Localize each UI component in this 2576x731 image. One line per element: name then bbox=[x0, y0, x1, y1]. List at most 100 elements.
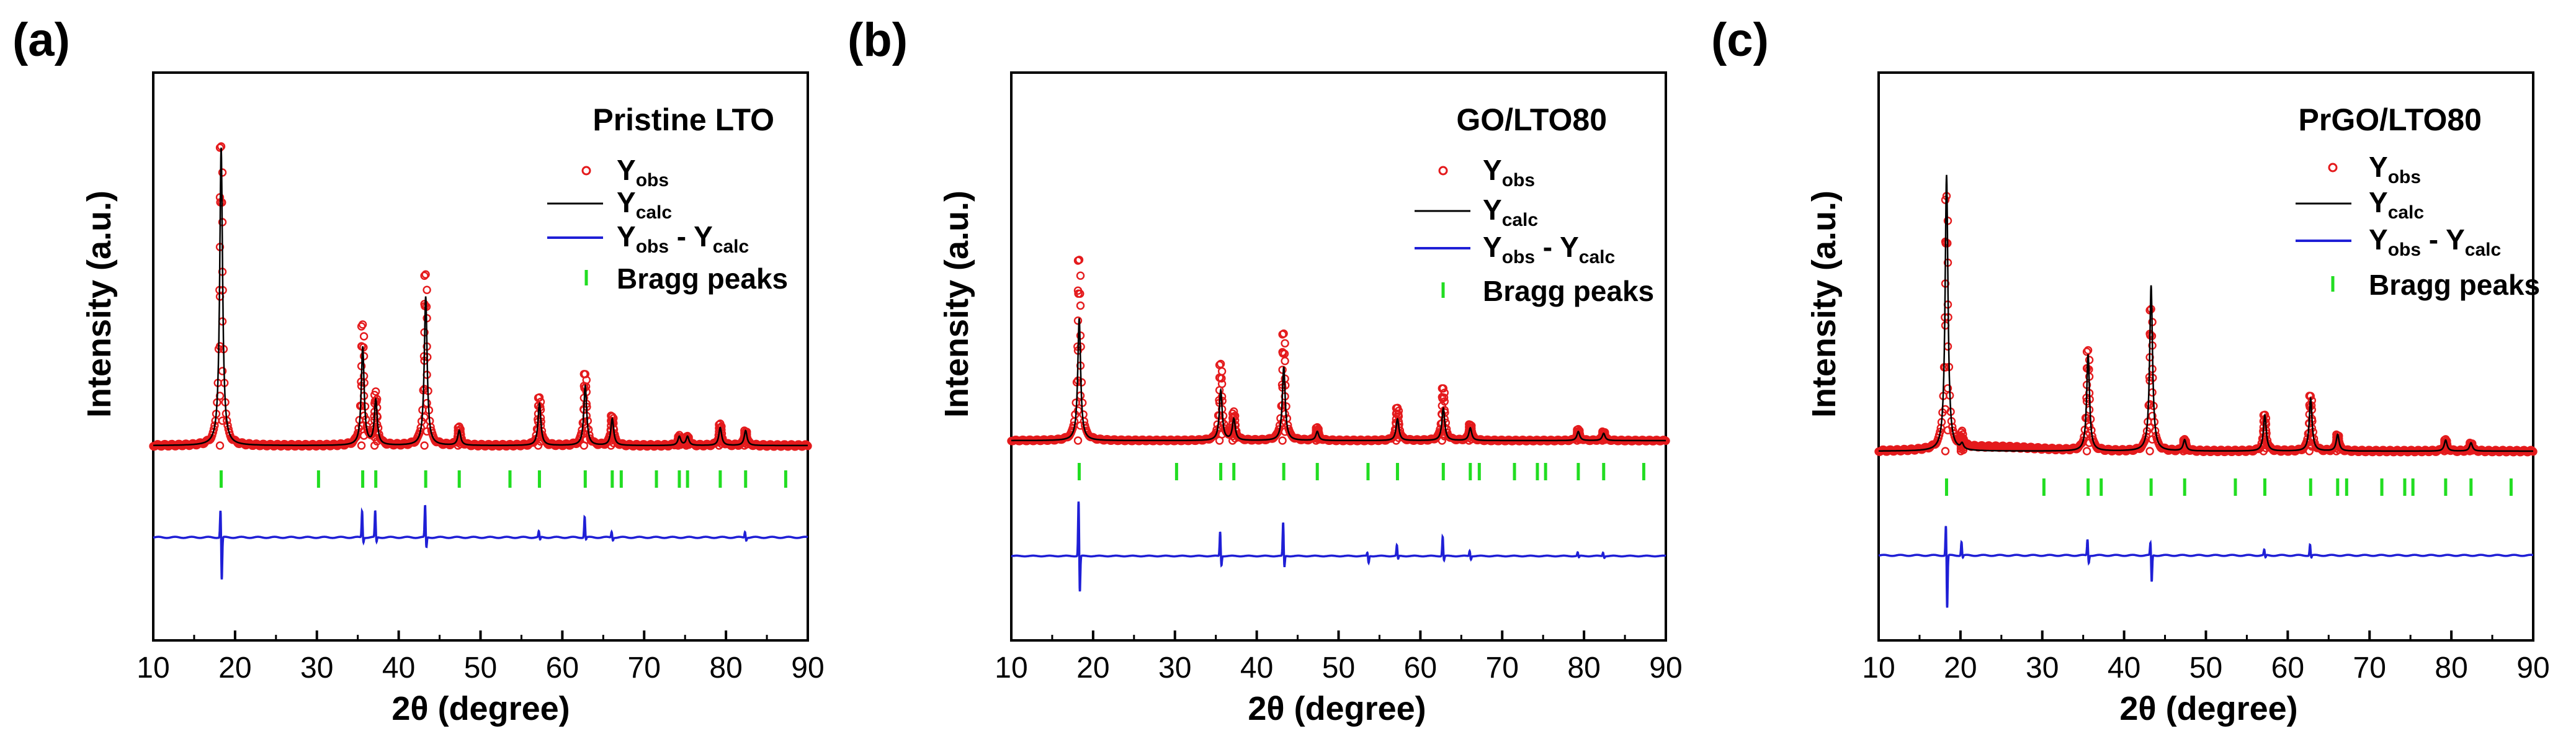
observed-point bbox=[1215, 361, 1224, 369]
x-axis-label: 2θ (degree) bbox=[1248, 690, 1426, 727]
x-axis-label: 2θ (degree) bbox=[2119, 690, 2297, 727]
calculated-line bbox=[1879, 174, 2533, 452]
observed-point bbox=[1073, 286, 1083, 295]
difference-line bbox=[1878, 526, 2534, 608]
y-axis-label: Intensity (a.u.) bbox=[938, 191, 975, 418]
sample-name: PrGO/LTO80 bbox=[2299, 102, 2482, 137]
observed-point bbox=[1278, 436, 1287, 445]
x-tick-label: 80 bbox=[2435, 652, 2467, 684]
observed-point bbox=[357, 441, 366, 450]
observed-point bbox=[1438, 401, 1447, 410]
legend-observed: Yobs bbox=[2328, 151, 2421, 187]
observed-point bbox=[1438, 436, 1447, 445]
observed-point bbox=[370, 441, 379, 450]
observed-point bbox=[1943, 384, 1952, 393]
observed-point bbox=[607, 436, 615, 445]
observed-point bbox=[1392, 404, 1401, 413]
x-tick-label: 50 bbox=[1322, 652, 1355, 684]
legend-observed-label: Yobs bbox=[1483, 154, 1535, 191]
x-tick-label: 70 bbox=[1486, 652, 1519, 684]
observed-point bbox=[2082, 348, 2091, 356]
x-tick-label: 60 bbox=[2271, 652, 2304, 684]
legend-observed: Yobs bbox=[581, 154, 669, 191]
bragg-series bbox=[1077, 463, 1645, 480]
legend-observed-marker bbox=[581, 166, 591, 176]
x-axis-label: 2θ (degree) bbox=[391, 690, 570, 727]
calculated-line bbox=[1011, 318, 1666, 442]
observed-point bbox=[1073, 436, 1083, 445]
difference-line bbox=[1011, 501, 1666, 592]
x-tick-label: 30 bbox=[1158, 652, 1191, 684]
observed-point bbox=[1440, 388, 1449, 397]
observed-point bbox=[1312, 424, 1320, 433]
x-tick-label: 80 bbox=[1567, 652, 1600, 684]
x-tick-label: 20 bbox=[1944, 652, 1977, 684]
legend: Yobs Ycalc Yobs - Ycalc Bragg peaks bbox=[1415, 154, 1654, 307]
x-tick-label: 10 bbox=[136, 652, 169, 684]
legend-bragg-label: Bragg peaks bbox=[1483, 275, 1654, 307]
observed-point bbox=[1278, 348, 1287, 357]
observed-point bbox=[1943, 426, 1952, 434]
observed-point bbox=[359, 431, 369, 440]
x-tick-label: 70 bbox=[628, 652, 661, 684]
observed-point bbox=[1076, 301, 1085, 310]
legend-bragg-label: Bragg peaks bbox=[2369, 269, 2540, 301]
observed-point bbox=[420, 300, 429, 308]
legend-bragg: Bragg peaks bbox=[1441, 275, 1654, 307]
observed-point bbox=[2082, 447, 2091, 455]
observed-point bbox=[715, 420, 723, 429]
observed-point bbox=[1076, 271, 1085, 280]
plot-area: 10 20 30 40 50 60 70 80 90 bbox=[995, 71, 1683, 684]
observed-point bbox=[218, 367, 227, 375]
legend-difference: Yobs - Ycalc bbox=[2296, 223, 2501, 260]
legend-bragg-label: Bragg peaks bbox=[617, 262, 788, 295]
x-tick-label: 70 bbox=[2353, 652, 2386, 684]
observed-point bbox=[607, 411, 615, 420]
x-tick-label: 60 bbox=[546, 652, 579, 684]
observed-point bbox=[357, 342, 366, 351]
observed-point bbox=[370, 390, 379, 400]
observed-point bbox=[1073, 316, 1083, 325]
observed-point bbox=[2148, 435, 2157, 444]
observed-point bbox=[2305, 392, 2314, 400]
observed-point bbox=[420, 441, 429, 450]
legend-difference: Yobs - Ycalc bbox=[547, 220, 749, 257]
panel-b: (b) Intensity (a.u.) 2θ (degree) GO/LTO8… bbox=[847, 14, 1683, 727]
legend: Yobs Ycalc Yobs - Ycalc Bragg peaks bbox=[547, 154, 788, 295]
observed-point bbox=[1073, 406, 1083, 415]
calculated-line bbox=[153, 147, 808, 447]
observed-point bbox=[2082, 430, 2091, 439]
y-axis-label: Intensity (a.u.) bbox=[1805, 191, 1843, 418]
x-tick-label: 40 bbox=[2108, 652, 2140, 684]
x-tick-label: 40 bbox=[1240, 652, 1273, 684]
observed-point bbox=[2148, 411, 2157, 420]
observed-point bbox=[421, 270, 430, 279]
observed-point bbox=[2085, 438, 2094, 447]
legend-bragg: Bragg peaks bbox=[584, 262, 788, 295]
x-tick-label: 60 bbox=[1404, 652, 1437, 684]
sample-name: GO/LTO80 bbox=[1456, 102, 1607, 137]
legend-difference: Yobs - Ycalc bbox=[1415, 231, 1615, 267]
legend-calculated: Ycalc bbox=[2296, 186, 2424, 223]
x-tick-label: 30 bbox=[2026, 652, 2059, 684]
legend: Yobs Ycalc Yobs - Ycalc Bragg peaks bbox=[2296, 151, 2540, 301]
observed-point bbox=[1438, 393, 1447, 401]
observed-point bbox=[215, 441, 225, 450]
legend-calculated: Ycalc bbox=[547, 186, 672, 223]
observed-point bbox=[215, 392, 225, 400]
observed-point bbox=[534, 393, 543, 402]
x-tick-label: 10 bbox=[995, 652, 1027, 684]
difference-line bbox=[153, 505, 808, 580]
legend-observed-marker bbox=[1438, 166, 1448, 176]
observed-point bbox=[357, 421, 366, 430]
panel-a: (a) Intensity (a.u.) 2θ (degree) Pristin… bbox=[12, 14, 825, 727]
panel-label: (a) bbox=[12, 14, 70, 66]
observed-point bbox=[1228, 409, 1237, 418]
x-tick-label: 90 bbox=[1649, 652, 1682, 684]
legend-difference-label: Yobs - Ycalc bbox=[617, 220, 749, 257]
legend-observed-label: Yobs bbox=[617, 154, 669, 191]
observed-point bbox=[373, 428, 382, 437]
x-tick-label: 90 bbox=[2516, 652, 2549, 684]
x-tick-label: 30 bbox=[300, 652, 333, 684]
x-tick-label: 50 bbox=[2189, 652, 2222, 684]
